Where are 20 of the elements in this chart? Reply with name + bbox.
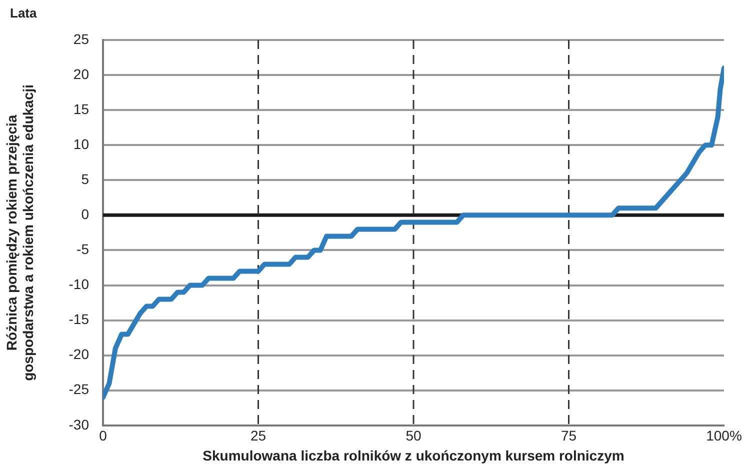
y-tick-label: 20: [73, 66, 90, 82]
y-tick-label: -10: [68, 276, 90, 292]
y-tick-label: -30: [68, 416, 90, 432]
x-tick-label: 25: [250, 428, 266, 444]
y-tick-label: 10: [73, 136, 90, 152]
y-tick-label: -15: [68, 311, 90, 328]
y-tick-label: 5: [81, 171, 90, 188]
x-tick-label: 0: [99, 428, 108, 444]
x-tick-label: 75: [560, 428, 577, 444]
x-tick-label: 100%: [706, 428, 742, 444]
y-tick-label: 25: [73, 30, 90, 47]
x-axis-title: Skumulowana liczba rolników z ukończonym kursem rolniczym: [202, 447, 624, 464]
y-tick-label: -5: [76, 241, 90, 258]
text: Lata: [10, 6, 38, 21]
y-tick-label: 0: [81, 206, 90, 222]
y-axis-title: Różnica pomiędzy rokiem przejęcia gospodarstwa a rokiem ukończenia edukacji: [3, 84, 36, 381]
x-tick-label: 50: [406, 428, 422, 444]
y-tick-label: 15: [73, 100, 90, 117]
y-tick-label: -25: [68, 381, 90, 398]
y-tick-label: -20: [68, 346, 90, 362]
